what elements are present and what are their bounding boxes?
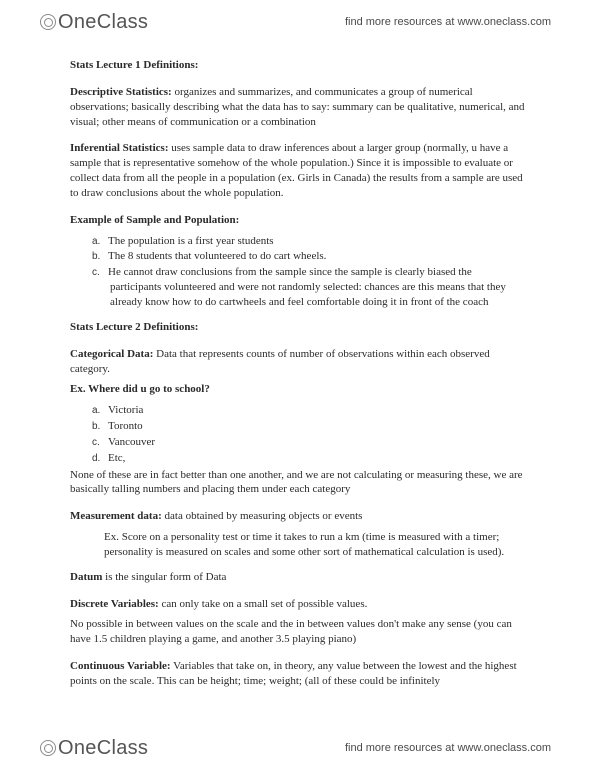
continuous-term: Continuous Variable: xyxy=(70,660,171,672)
categorical-data-para: Categorical Data: Data that represents c… xyxy=(70,347,525,377)
datum-para: Datum is the singular form of Data xyxy=(70,570,525,585)
page-footer: OneClass find more resources at www.onec… xyxy=(0,734,595,762)
categorical-example-list: a.Victoria b.Toronto c.Vancouver d.Etc, xyxy=(70,403,525,465)
list-item: b.The 8 students that volunteered to do … xyxy=(110,249,525,264)
measurement-data-para: Measurement data: data obtained by measu… xyxy=(70,509,525,524)
brand-icon xyxy=(40,14,56,30)
brand-icon xyxy=(40,740,56,756)
discrete-term: Discrete Variables: xyxy=(70,598,159,610)
document-body: Stats Lecture 1 Definitions: Descriptive… xyxy=(70,58,525,724)
lecture-1-heading: Stats Lecture 1 Definitions: xyxy=(70,58,525,73)
categorical-note: None of these are in fact better than on… xyxy=(70,468,525,498)
brand-logo: OneClass xyxy=(40,11,148,34)
list-item: a.Victoria xyxy=(110,403,525,418)
descriptive-stats-para: Descriptive Statistics: organizes and su… xyxy=(70,85,525,130)
inferential-stats-term: Inferential Statistics: xyxy=(70,142,168,154)
footer-tagline: find more resources at www.oneclass.com xyxy=(345,742,551,754)
inferential-stats-para: Inferential Statistics: uses sample data… xyxy=(70,141,525,200)
list-item: b.Toronto xyxy=(110,419,525,434)
measurement-data-body: data obtained by measuring objects or ev… xyxy=(162,510,363,522)
list-item: c.Vancouver xyxy=(110,435,525,450)
header-tagline: find more resources at www.oneclass.com xyxy=(345,16,551,28)
list-item: c.He cannot draw conclusions from the sa… xyxy=(110,265,525,310)
measurement-data-term: Measurement data: xyxy=(70,510,162,522)
list-item: a.The population is a first year student… xyxy=(110,234,525,249)
continuous-para: Continuous Variable: Variables that take… xyxy=(70,659,525,689)
categorical-example-q: Ex. Where did u go to school? xyxy=(70,382,525,397)
descriptive-stats-term: Descriptive Statistics: xyxy=(70,86,172,98)
page-header: OneClass find more resources at www.onec… xyxy=(0,8,595,36)
discrete-note: No possible in between values on the sca… xyxy=(70,617,525,647)
datum-term: Datum xyxy=(70,571,102,583)
datum-body: is the singular form of Data xyxy=(102,571,226,583)
example-list: a.The population is a first year student… xyxy=(70,234,525,310)
example-heading: Example of Sample and Population: xyxy=(70,213,525,228)
lecture-2-heading: Stats Lecture 2 Definitions: xyxy=(70,320,525,335)
list-item: d.Etc, xyxy=(110,451,525,466)
brand-class: Class xyxy=(97,11,149,33)
discrete-para: Discrete Variables: can only take on a s… xyxy=(70,597,525,612)
discrete-body: can only take on a small set of possible… xyxy=(159,598,368,610)
brand-one: One xyxy=(58,11,97,33)
brand-logo-footer: OneClass xyxy=(40,737,148,760)
categorical-data-term: Categorical Data: xyxy=(70,348,153,360)
measurement-data-example: Ex. Score on a personality test or time … xyxy=(70,530,525,560)
